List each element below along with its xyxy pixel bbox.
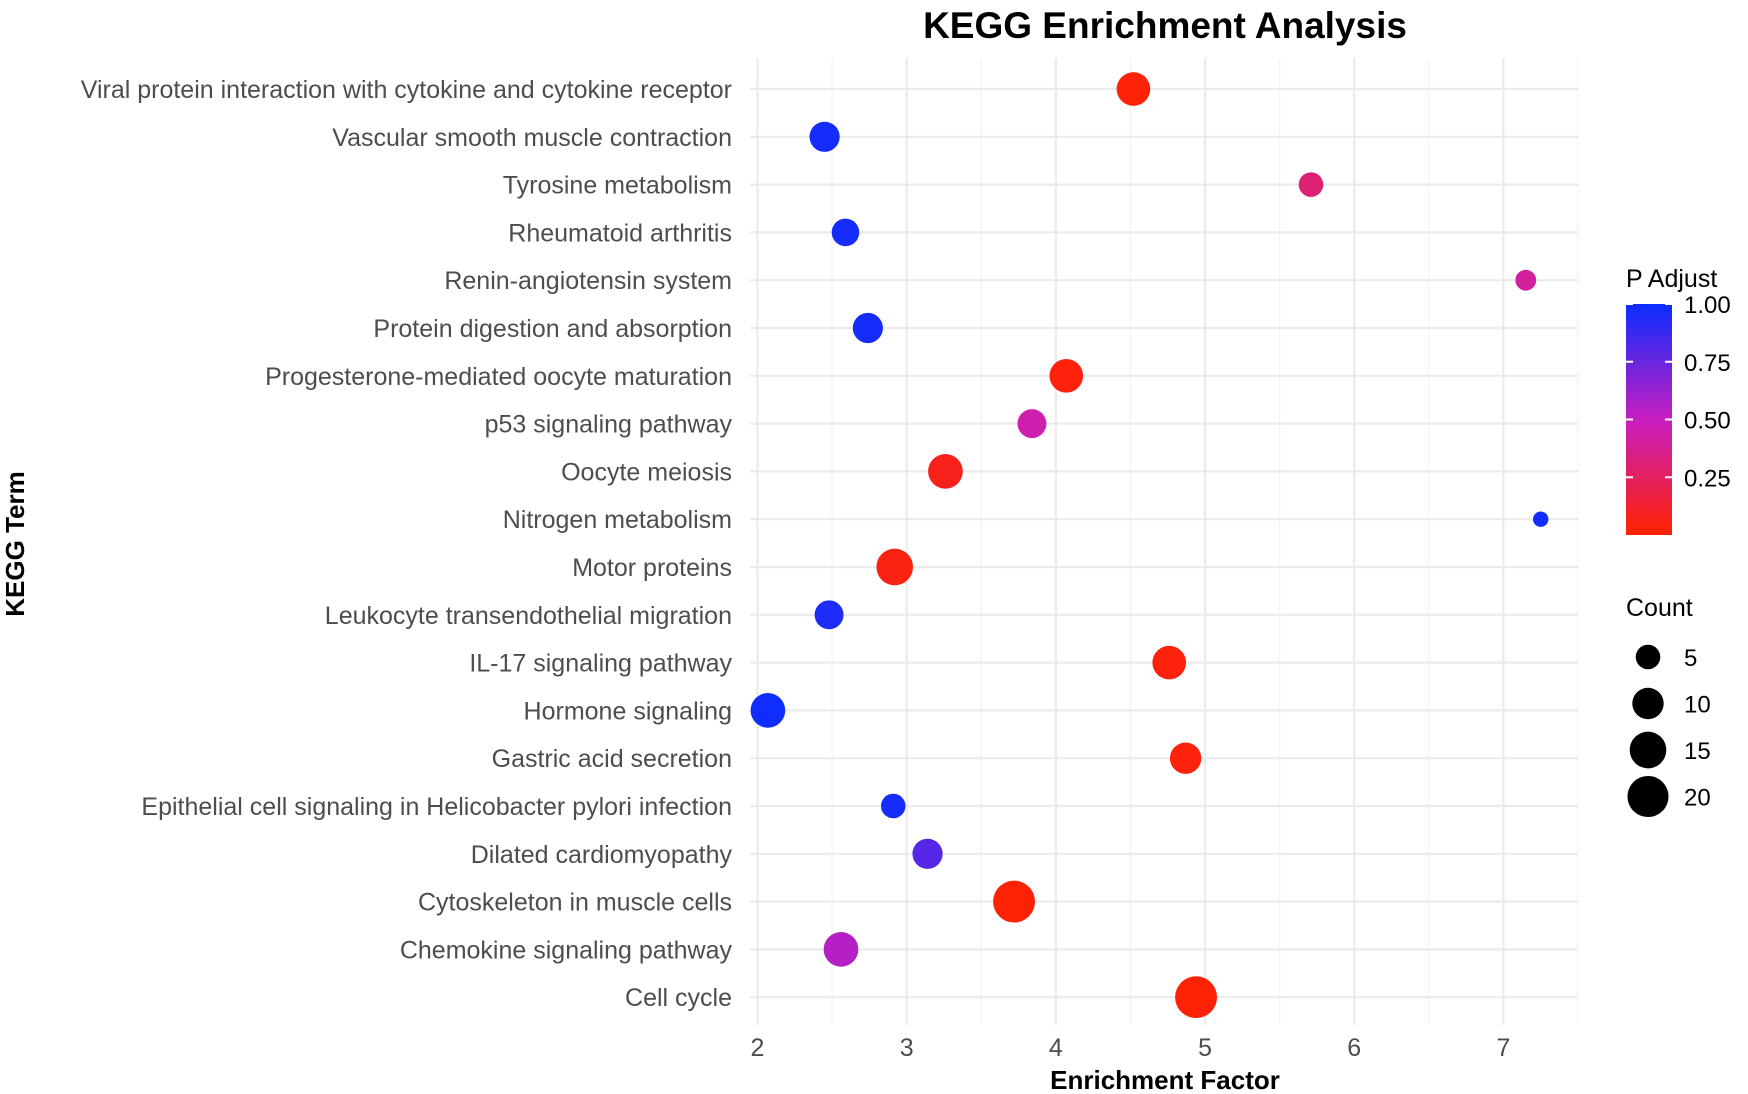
data-point xyxy=(823,932,859,967)
x-tick-label: 3 xyxy=(900,1034,914,1062)
x-tick-label: 4 xyxy=(1049,1034,1063,1062)
y-tick-label: Cytoskeleton in muscle cells xyxy=(418,889,732,917)
color-legend: P Adjust 1.00 0.75 0.50 0.25 xyxy=(1626,265,1731,535)
y-tick-label: IL-17 signaling pathway xyxy=(469,650,732,678)
y-tick-label: Epithelial cell signaling in Helicobacte… xyxy=(141,793,732,821)
x-tick-label: 2 xyxy=(751,1034,765,1062)
y-tick-label: Viral protein interaction with cytokine … xyxy=(81,76,732,104)
data-point xyxy=(1152,645,1187,680)
color-legend-label: 0.25 xyxy=(1684,465,1731,492)
data-point xyxy=(1116,72,1151,106)
data-point xyxy=(1049,358,1084,393)
data-point xyxy=(1533,511,1549,527)
size-legend-label: 10 xyxy=(1684,692,1711,719)
data-point xyxy=(1017,409,1047,439)
data-point xyxy=(750,693,786,728)
x-tick-label: 5 xyxy=(1198,1034,1212,1062)
size-legend-label: 5 xyxy=(1684,645,1697,672)
chart-title: KEGG Enrichment Analysis xyxy=(923,5,1407,46)
y-tick-label: Nitrogen metabolism xyxy=(503,506,732,534)
y-tick-label: Tyrosine metabolism xyxy=(503,172,732,200)
data-point xyxy=(852,312,883,344)
size-legend: Count 5 10 15 20 xyxy=(1626,594,1711,818)
color-legend-bar xyxy=(1626,304,1672,535)
y-tick-label: Leukocyte transendothelial migration xyxy=(325,602,732,630)
data-point xyxy=(809,121,840,152)
size-legend-dot xyxy=(1627,775,1669,818)
x-tick-label: 7 xyxy=(1496,1034,1510,1062)
y-tick-label: Cell cycle xyxy=(625,984,732,1012)
data-point xyxy=(1515,269,1537,291)
y-tick-label: p53 signaling pathway xyxy=(485,411,733,439)
data-point xyxy=(880,793,906,819)
data-point xyxy=(912,838,943,869)
size-legend-dot xyxy=(1635,644,1661,670)
y-tick-label: Dilated cardiomyopathy xyxy=(471,841,733,869)
data-points xyxy=(750,72,1549,1019)
size-legend-label: 15 xyxy=(1684,738,1711,765)
color-legend-title: P Adjust xyxy=(1626,265,1717,293)
y-axis-labels: Viral protein interaction with cytokine … xyxy=(81,76,733,1012)
y-tick-label: Oocyte meiosis xyxy=(561,458,732,486)
data-point xyxy=(1298,172,1324,197)
data-point xyxy=(876,548,914,586)
y-tick-label: Protein digestion and absorption xyxy=(373,315,732,343)
size-legend-dot xyxy=(1629,731,1667,769)
data-point xyxy=(928,454,963,489)
color-legend-label: 1.00 xyxy=(1684,292,1731,319)
y-tick-label: Chemokine signaling pathway xyxy=(400,936,733,964)
color-legend-label: 0.50 xyxy=(1684,408,1731,435)
x-axis-ticks: 2 3 4 5 6 7 xyxy=(751,1034,1511,1062)
color-legend-label: 0.75 xyxy=(1684,350,1731,377)
y-tick-label: Vascular smooth muscle contraction xyxy=(332,124,732,152)
data-point xyxy=(993,880,1036,923)
x-axis-title: Enrichment Factor xyxy=(1050,1065,1280,1094)
data-point xyxy=(831,218,860,247)
y-tick-label: Hormone signaling xyxy=(524,697,732,725)
size-legend-title: Count xyxy=(1626,594,1693,622)
y-tick-label: Gastric acid secretion xyxy=(492,745,732,773)
y-tick-label: Rheumatoid arthritis xyxy=(508,219,732,247)
y-tick-label: Renin-angiotensin system xyxy=(444,267,732,295)
data-point xyxy=(1175,976,1218,1019)
data-point xyxy=(1169,742,1202,774)
size-legend-dot xyxy=(1632,687,1664,720)
y-axis-title: KEGG Term xyxy=(0,471,30,616)
grid xyxy=(750,58,1579,1025)
y-tick-label: Motor proteins xyxy=(572,554,732,582)
data-point xyxy=(814,600,844,630)
y-tick-label: Progesterone-mediated oocyte maturation xyxy=(265,363,732,391)
x-tick-label: 6 xyxy=(1347,1034,1361,1062)
size-legend-label: 20 xyxy=(1684,785,1711,812)
